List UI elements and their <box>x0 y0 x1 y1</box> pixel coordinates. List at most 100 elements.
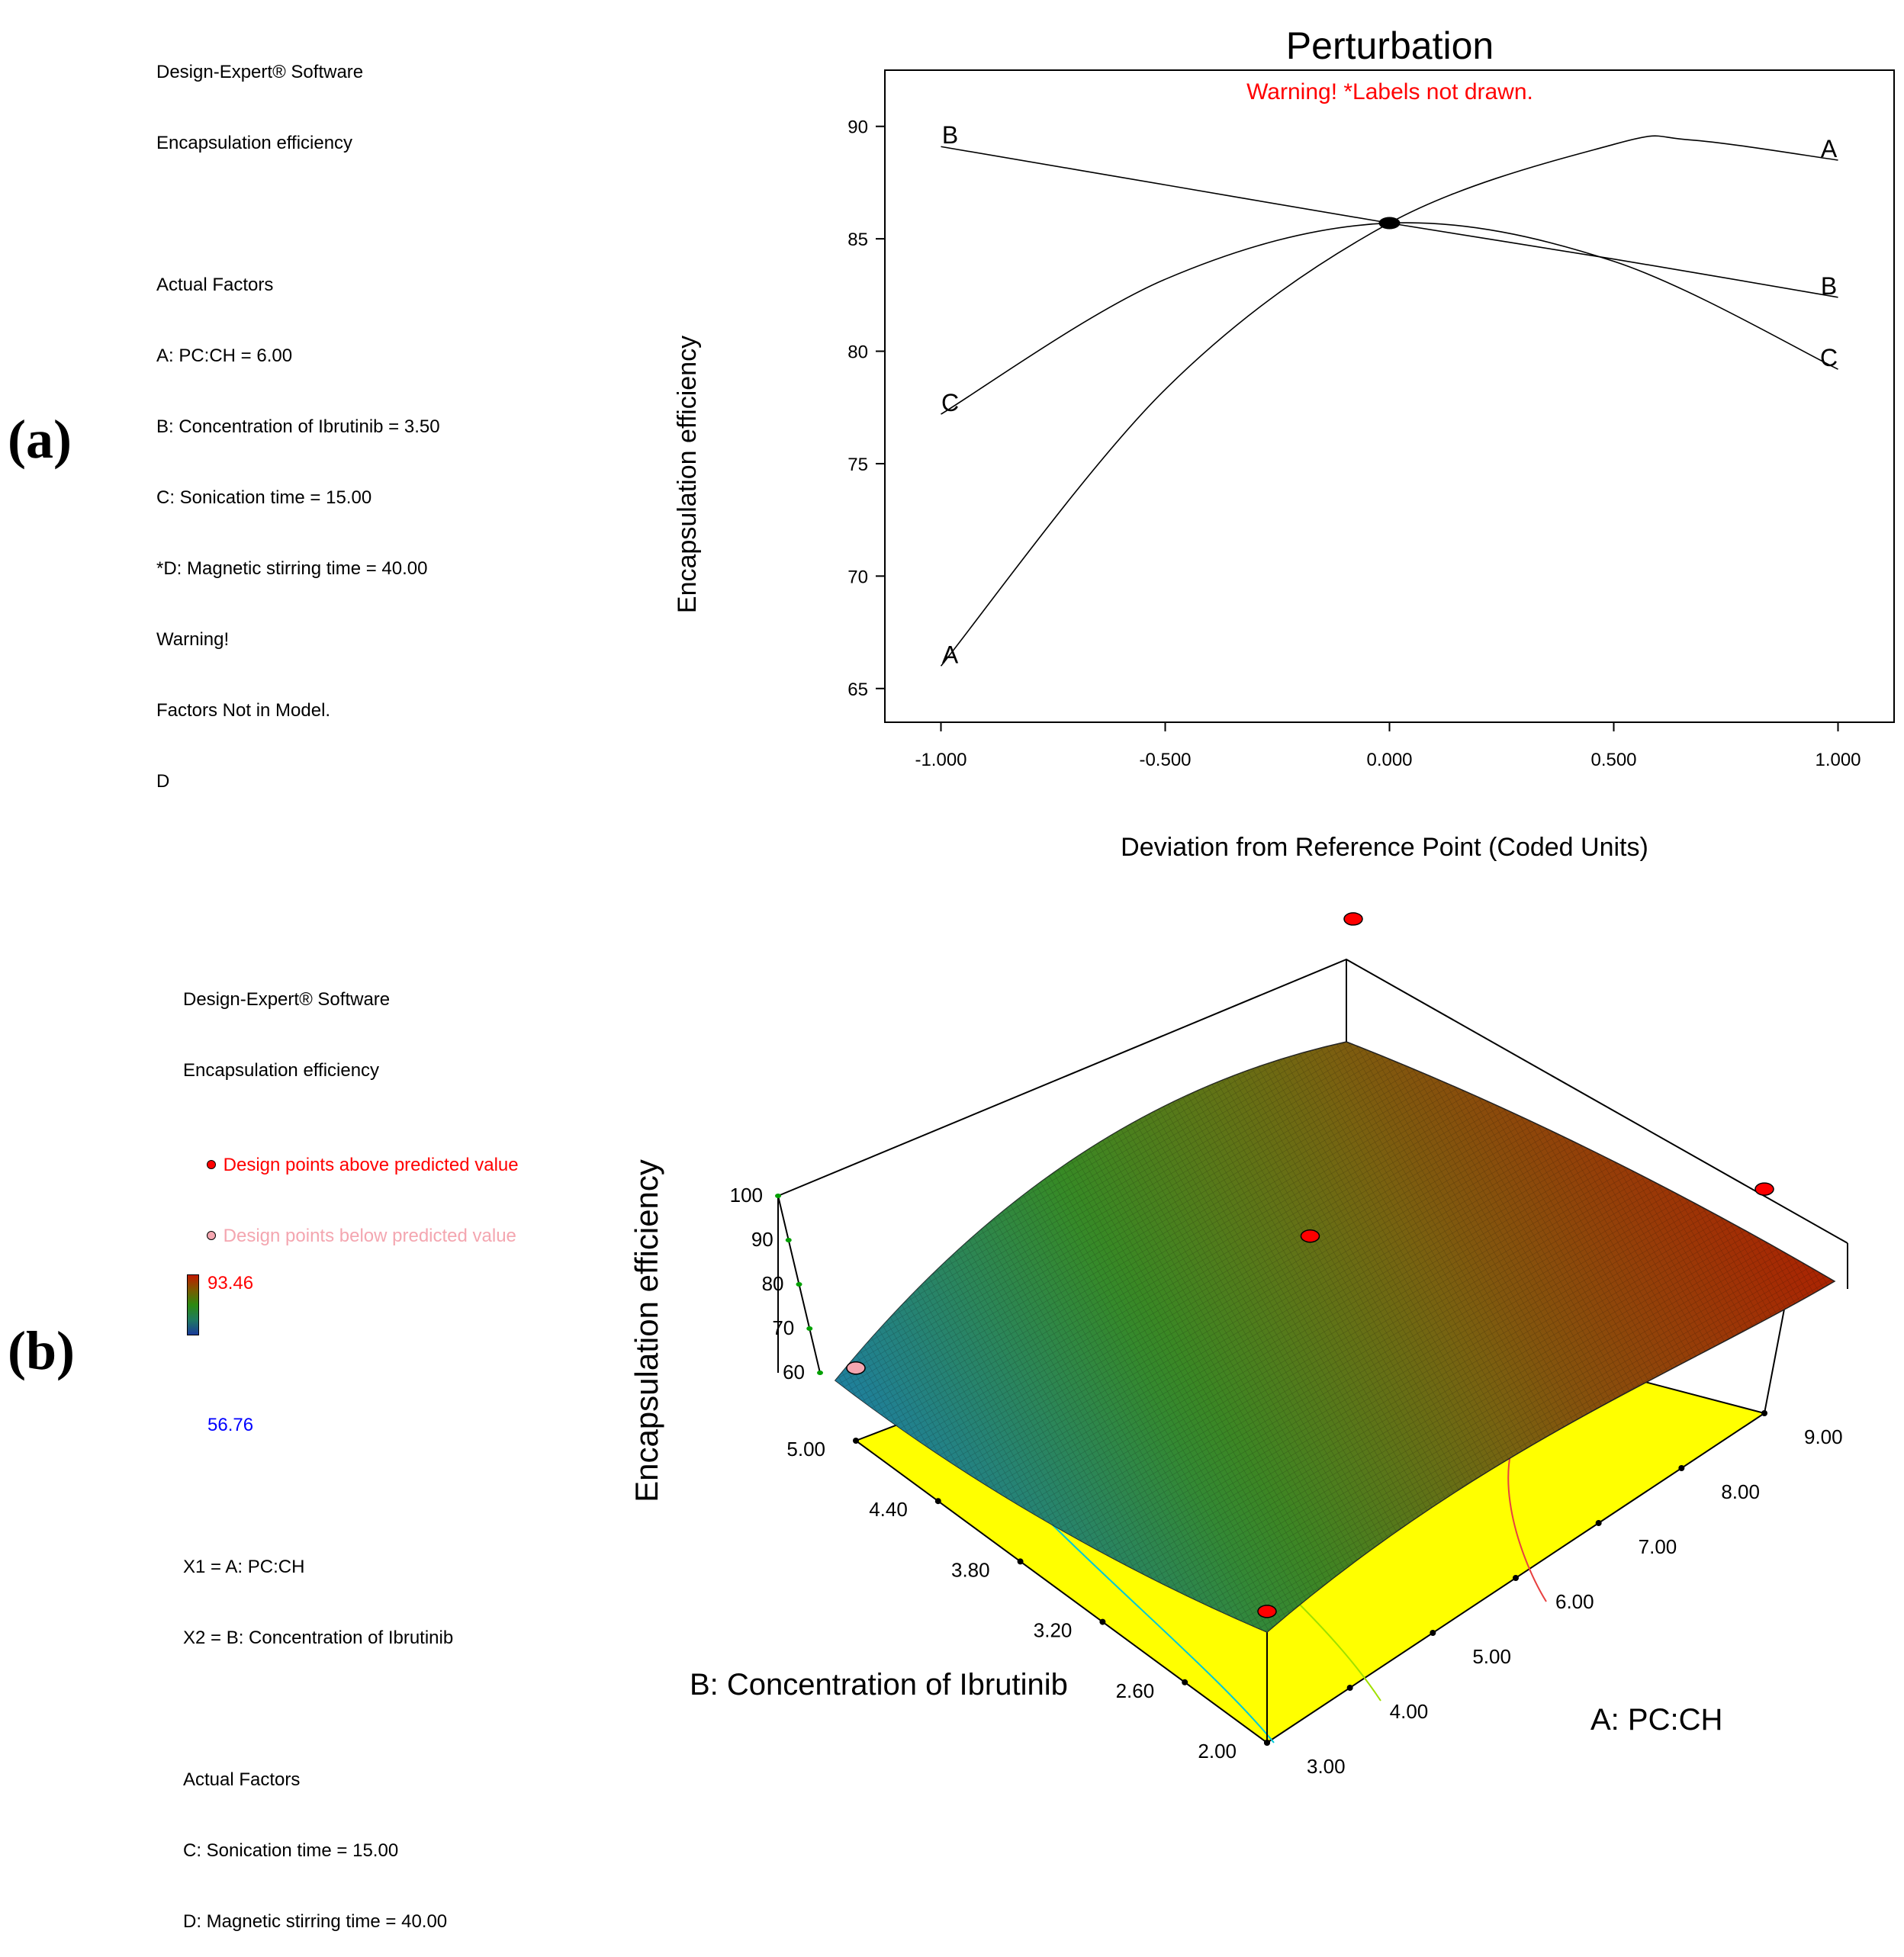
legend-below-label: Design points below predicted value <box>223 1226 516 1246</box>
colorbar-row-top: 93.46 <box>183 1271 519 1335</box>
a-tick-mark <box>1513 1575 1519 1581</box>
design-point-above <box>1754 1182 1774 1196</box>
series-end-label-b: B <box>1821 272 1837 300</box>
design-point-below <box>846 1361 866 1375</box>
a-axis-label: A: PC:CH <box>1590 1703 1722 1737</box>
z-tick-label: 80 <box>762 1272 784 1295</box>
floor-contour-low <box>1029 1502 1275 1743</box>
panel-a-response: Encapsulation efficiency <box>156 133 353 153</box>
panel-b-factor-line: D: Magnetic stirring time = 40.00 <box>183 1911 448 1932</box>
a-tick-label: 8.00 <box>1721 1480 1760 1503</box>
y-tick-label: 70 <box>847 567 868 587</box>
legend-above-label: Design points above predicted value <box>223 1155 519 1175</box>
b-tick-label: 3.20 <box>1034 1619 1073 1642</box>
series-end-label-a: A <box>1821 135 1838 162</box>
b-tick-label: 2.60 <box>1116 1679 1155 1702</box>
panel-a-factor-line: C: Sonication time = 15.00 <box>156 487 372 508</box>
y-ticks: 65 70 75 80 85 90 <box>847 117 885 700</box>
design-point-above <box>1257 1605 1277 1618</box>
legend-above: Design points above predicted value <box>183 1130 519 1175</box>
colorbar <box>187 1274 199 1335</box>
x-tick-label: -0.500 <box>1139 750 1191 770</box>
response-surface-mesh <box>835 1042 1835 1632</box>
series-start-label-b: B <box>942 121 958 149</box>
perturbation-plot: Perturbation Warning! *Labels not drawn.… <box>673 24 1895 862</box>
z-tick-mark <box>796 1282 802 1287</box>
design-point-above <box>1300 1229 1320 1243</box>
y-tick-label: 85 <box>847 230 868 250</box>
colorbar-min: 56.76 <box>207 1415 254 1435</box>
panel-a-factor-line: B: Concentration of Ibrutinib = 3.50 <box>156 416 440 437</box>
panel-a-factors-heading: Actual Factors <box>156 275 274 295</box>
colorbar-max: 93.46 <box>207 1273 254 1293</box>
surface-plot: 60 70 80 90 100 Encapsulation efficiency 2.0… <box>629 912 1848 1778</box>
panel-a-warning-line: Warning! <box>156 629 230 650</box>
z-tick-label: 90 <box>751 1228 774 1251</box>
a-tick-label: 9.00 <box>1804 1425 1843 1448</box>
panel-a-factor-line: *D: Magnetic stirring time = 40.00 <box>156 558 428 579</box>
z-tick-mark <box>817 1371 823 1375</box>
a-tick-mark <box>1346 1685 1353 1691</box>
a-tick-mark <box>1264 1740 1270 1746</box>
reference-point <box>1378 217 1401 230</box>
y-tick-label: 75 <box>847 455 868 475</box>
panel-b-label: (b) <box>8 1320 75 1381</box>
figure-canvas: Perturbation Warning! *Labels not drawn.… <box>629 24 1895 1778</box>
z-tick-label: 70 <box>772 1316 794 1339</box>
plot-frame <box>884 69 1895 723</box>
a-axis-ticks: 3.00 4.00 5.00 6.00 7.00 8.00 9.00 <box>1264 1410 1843 1778</box>
b-tick-label: 3.80 <box>951 1558 990 1581</box>
a-tick-label: 4.00 <box>1390 1700 1429 1723</box>
legend-below-dot <box>206 1231 216 1240</box>
a-tick-mark <box>1678 1465 1685 1471</box>
a-tick-mark <box>1761 1410 1767 1416</box>
b-axis-label: B: Concentration of Ibrutinib <box>690 1668 1068 1702</box>
y-axis-label: Encapsulation efficiency <box>673 336 702 613</box>
b-tick-label: 5.00 <box>786 1438 825 1461</box>
x-ticks: -1.000 -0.500 0.000 0.500 1.000 <box>915 722 1861 770</box>
panel-b-factor-line: C: Sonication time = 15.00 <box>183 1840 399 1861</box>
series-labels: A A B B C C <box>941 121 1838 668</box>
panel-b-x1: X1 = A: PC:CH <box>183 1557 305 1577</box>
z-tick-label: 100 <box>730 1184 763 1207</box>
x-tick-label: 0.000 <box>1366 750 1412 770</box>
chart-title: Perturbation <box>1286 24 1494 67</box>
y-tick-label: 65 <box>847 680 868 700</box>
series-start-label-a: A <box>942 641 959 668</box>
x-tick-label: -1.000 <box>915 750 966 770</box>
panel-a-warning-line: Factors Not in Model. <box>156 700 331 721</box>
b-tick-label: 4.40 <box>869 1498 908 1521</box>
b-tick-label: 2.00 <box>1198 1740 1237 1763</box>
z-tick-mark <box>775 1194 781 1198</box>
x-axis-label: Deviation from Reference Point (Coded Un… <box>1121 833 1648 862</box>
a-tick-label: 5.00 <box>1472 1645 1511 1668</box>
z-tick-mark <box>785 1238 792 1242</box>
panel-b-response: Encapsulation efficiency <box>183 1060 380 1081</box>
panel-a-software: Design-Expert® Software <box>156 62 364 82</box>
b-tick-mark <box>853 1438 859 1444</box>
a-tick-mark <box>1595 1520 1602 1526</box>
design-points <box>846 912 1774 1618</box>
x-tick-label: 1.000 <box>1815 750 1861 770</box>
legend-below: Design points below predicted value <box>183 1200 519 1246</box>
b-tick-mark <box>1182 1679 1188 1685</box>
z-tick-mark <box>806 1326 813 1331</box>
series-line-c <box>941 222 1838 415</box>
box-back-edges <box>777 958 1848 1373</box>
b-tick-mark <box>934 1498 941 1505</box>
a-tick-label: 7.00 <box>1639 1535 1677 1558</box>
z-tick-label: 60 <box>783 1361 805 1383</box>
series-lines <box>940 135 1838 667</box>
a-tick-label: 3.00 <box>1307 1755 1346 1778</box>
series-end-label-c: C <box>1820 344 1838 371</box>
y-tick-label: 80 <box>847 342 868 363</box>
panel-b-x2: X2 = B: Concentration of Ibrutinib <box>183 1628 454 1648</box>
z-axis-label: Encapsulation efficiency <box>629 1159 664 1502</box>
design-point-above <box>1343 912 1363 926</box>
b-tick-mark <box>1017 1558 1024 1565</box>
y-tick-label: 90 <box>847 117 868 138</box>
series-start-label-c: C <box>941 389 959 416</box>
chart-warning: Warning! *Labels not drawn. <box>1246 79 1533 104</box>
x-tick-label: 0.500 <box>1590 750 1636 770</box>
a-tick-mark <box>1430 1630 1436 1636</box>
